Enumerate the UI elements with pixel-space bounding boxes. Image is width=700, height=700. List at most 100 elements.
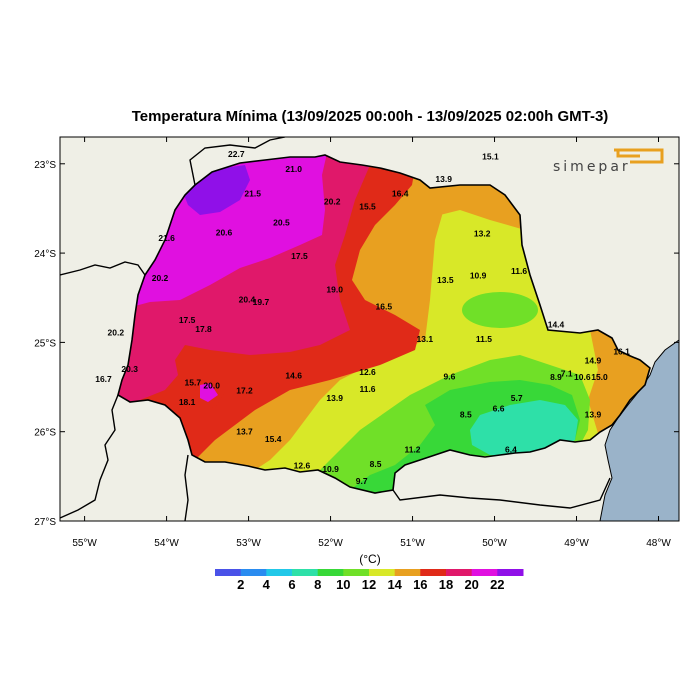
colorbar-swatch — [394, 569, 421, 576]
station-value: 12.6 — [294, 461, 311, 471]
colorbar-swatch — [240, 569, 267, 576]
colorbar-swatch — [215, 569, 242, 576]
station-value: 7.1 — [561, 369, 573, 379]
simepar-logo: simepar — [553, 148, 664, 175]
station-value: 13.1 — [417, 334, 434, 344]
lon-tick-label: 52°W — [318, 538, 343, 549]
colorbar-swatch — [266, 569, 293, 576]
map-title: Temperatura Mínima (13/09/2025 00:00h - … — [131, 108, 609, 125]
atlantic-ocean — [599, 339, 679, 521]
station-value: 8.5 — [370, 459, 382, 469]
lon-tick-label: 51°W — [400, 538, 425, 549]
station-value: 20.4 — [239, 295, 256, 305]
station-value: 8.5 — [460, 410, 472, 420]
colorbar-level: 20 — [464, 577, 478, 592]
station-value: 8.9 — [550, 372, 562, 382]
colorbar-swatch — [369, 569, 396, 576]
station-value: 19.0 — [326, 285, 343, 295]
colorbar-level: 16 — [413, 577, 427, 592]
lon-tick-label: 53°W — [236, 538, 261, 549]
station-value: 17.5 — [291, 251, 308, 261]
station-values: 22.7 21.0 21.5 20.2 15.5 16.4 13.9 15.1 20.5 20.6… — [95, 149, 630, 486]
station-value: 21.0 — [285, 164, 302, 174]
station-value: 21.5 — [244, 188, 261, 198]
colorbar-swatch — [471, 569, 498, 576]
colorbar-swatch — [420, 569, 447, 576]
station-value: 13.5 — [437, 275, 454, 285]
station-value: 17.2 — [236, 386, 253, 396]
colorbar-level: 22 — [490, 577, 504, 592]
station-value: 14.6 — [285, 370, 302, 380]
temperature-field — [118, 155, 650, 493]
station-value: 11.5 — [476, 334, 492, 344]
lon-tick-label: 54°W — [154, 538, 179, 549]
lat-tick-label: 27°S — [34, 517, 56, 528]
station-value: 16.4 — [392, 188, 409, 198]
station-value: 13.7 — [236, 427, 253, 437]
station-value: 20.2 — [152, 273, 169, 283]
station-value: 16.5 — [376, 302, 393, 312]
colorbar-level: 14 — [387, 577, 402, 592]
station-value: 13.9 — [326, 393, 343, 403]
colorbar-swatch — [317, 569, 344, 576]
lat-tick-label: 25°S — [34, 338, 56, 349]
station-value: 16.1 — [613, 346, 630, 356]
station-value: 14.9 — [585, 355, 602, 365]
station-value: 20.3 — [121, 364, 138, 374]
colorbar-level: 18 — [439, 577, 453, 592]
colorbar-swatch — [497, 569, 524, 576]
logo-text: simepar — [553, 159, 631, 175]
lon-tick-label: 50°W — [482, 538, 507, 549]
station-value: 17.5 — [179, 315, 196, 325]
station-value: 11.2 — [404, 445, 420, 455]
station-value: 6.4 — [505, 445, 517, 455]
station-value: 14.4 — [548, 320, 565, 330]
station-value: 15.4 — [265, 434, 282, 444]
colorbar-level: 6 — [288, 577, 295, 592]
station-value: 12.6 — [359, 367, 376, 377]
lat-tick-label: 23°S — [34, 160, 56, 171]
colorbar-level: 12 — [362, 577, 376, 592]
station-value: 19.7 — [253, 297, 270, 307]
station-value: 20.0 — [203, 380, 220, 390]
axis-ticks: 23°S 24°S 25°S 26°S 27°S 55°W 54°W 53°W 52°W 51°W… — [34, 137, 679, 549]
station-value: 20.5 — [273, 218, 290, 228]
neighbor-borders — [60, 137, 611, 521]
station-value: 10.6 — [574, 372, 591, 382]
colorbar-swatch — [292, 569, 319, 576]
station-value: 10.9 — [470, 270, 487, 280]
colorbar-unit: (°C) — [359, 552, 380, 566]
station-value: 17.8 — [195, 324, 212, 334]
station-value: 5.7 — [511, 393, 523, 403]
station-value: 6.6 — [493, 404, 505, 414]
lon-tick-label: 49°W — [564, 538, 589, 549]
lat-tick-label: 26°S — [34, 428, 56, 439]
lon-tick-label: 55°W — [72, 538, 97, 549]
station-value: 20.6 — [216, 228, 233, 238]
station-value: 9.7 — [356, 476, 368, 486]
colorbar-level: 4 — [263, 577, 271, 592]
station-value: 16.7 — [95, 374, 112, 384]
colorbar-level: 2 — [237, 577, 244, 592]
map-frame — [59, 136, 680, 522]
colorbar-swatch — [343, 569, 370, 576]
station-value: 22.7 — [228, 149, 245, 159]
station-value: 11.6 — [359, 384, 375, 394]
colorbar-level: 8 — [314, 577, 321, 592]
colorbar: (°C) 2 4 6 8 10 12 14 16 18 20 22 — [215, 552, 524, 592]
colorbar-level: 10 — [336, 577, 350, 592]
lat-tick-label: 24°S — [34, 249, 56, 260]
station-value: 20.2 — [324, 196, 341, 206]
station-value: 15.7 — [185, 378, 202, 388]
station-value: 15.0 — [591, 372, 608, 382]
station-value: 21.6 — [158, 233, 175, 243]
lon-tick-label: 48°W — [646, 538, 671, 549]
station-value: 9.6 — [443, 371, 455, 381]
station-value: 15.1 — [482, 152, 499, 162]
station-value: 15.5 — [359, 202, 376, 212]
station-value: 11.6 — [511, 266, 527, 276]
station-value: 20.2 — [108, 328, 125, 338]
station-value: 13.9 — [585, 410, 602, 420]
station-value: 10.9 — [322, 464, 339, 474]
